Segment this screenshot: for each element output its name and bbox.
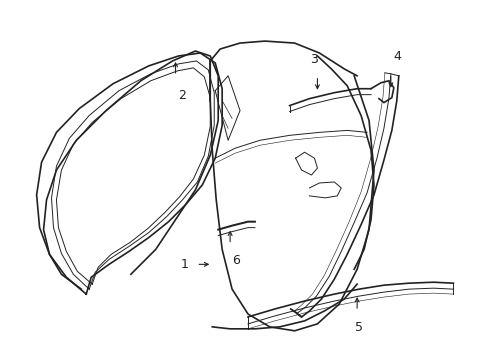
Text: 6: 6 xyxy=(232,255,240,267)
Text: 3: 3 xyxy=(310,53,318,66)
Text: 4: 4 xyxy=(393,50,401,63)
Text: 2: 2 xyxy=(178,89,186,102)
Text: 1: 1 xyxy=(180,258,188,271)
Text: 5: 5 xyxy=(354,321,363,334)
